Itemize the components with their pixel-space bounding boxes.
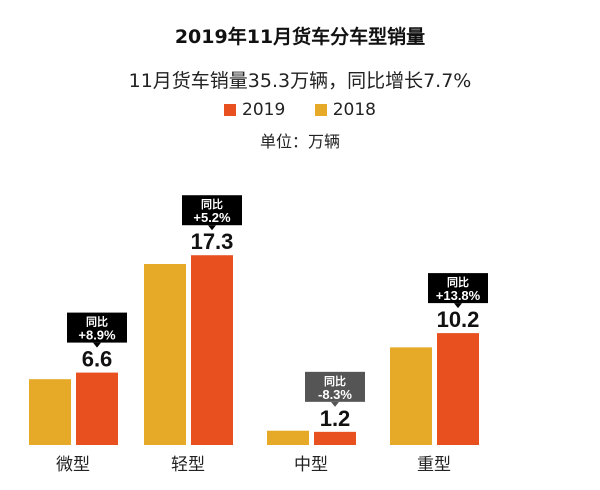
- yoy-value-0: +8.9%: [78, 328, 116, 343]
- bar-2019-0: [76, 372, 118, 445]
- value-label-2019-0: 6.6: [82, 347, 113, 372]
- legend-item-2019: 2019: [224, 100, 285, 120]
- yoy-callout-pointer-3: [454, 303, 462, 309]
- yoy-label-2: 同比: [324, 374, 346, 388]
- bar-2018-1: [144, 263, 186, 445]
- bar-2019-3: [437, 333, 479, 445]
- bar-2018-2: [267, 430, 309, 445]
- legend-swatch-2019: [224, 104, 237, 116]
- category-label-2: 中型: [294, 455, 328, 475]
- yoy-label-1: 同比: [201, 197, 223, 211]
- legend: 2019 2018: [0, 100, 600, 120]
- legend-label-2018: 2018: [332, 100, 376, 120]
- yoy-callout-pointer-1: [208, 225, 216, 231]
- unit-label: 单位：万辆: [259, 132, 340, 151]
- yoy-callout-pointer-2: [331, 401, 339, 407]
- yoy-label-0: 同比: [86, 315, 108, 329]
- yoy-value-2: -8.3%: [318, 387, 352, 402]
- yoy-callout-box-1: [182, 195, 242, 226]
- value-label-2019-3: 10.2: [437, 307, 480, 332]
- chart-title: 2019年11月货车分车型销量: [174, 26, 426, 48]
- category-label-1: 轻型: [171, 455, 205, 475]
- legend-label-2019: 2019: [242, 100, 286, 120]
- bar-2019-1: [191, 255, 233, 445]
- value-label-2019-2: 1.2: [320, 406, 351, 431]
- category-label-0: 微型: [56, 455, 90, 475]
- category-label-3: 重型: [417, 455, 451, 475]
- yoy-callout-box-3: [428, 273, 488, 304]
- yoy-callout-box-0: [67, 312, 127, 343]
- legend-swatch-2018: [314, 104, 327, 116]
- value-label-2019-1: 17.3: [191, 229, 234, 254]
- bar-2018-0: [29, 379, 71, 445]
- chart-subtitle: 11月货车销量35.3万辆，同比增长7.7%: [128, 70, 472, 92]
- bar-2018-3: [390, 347, 432, 445]
- yoy-callout-box-2: [305, 371, 365, 402]
- legend-item-2018: 2018: [314, 100, 376, 120]
- bar-2019-2: [314, 431, 356, 445]
- yoy-value-3: +13.8%: [436, 288, 481, 303]
- yoy-value-1: +5.2%: [193, 210, 231, 225]
- yoy-callout-pointer-0: [93, 342, 101, 348]
- yoy-label-3: 同比: [447, 275, 469, 289]
